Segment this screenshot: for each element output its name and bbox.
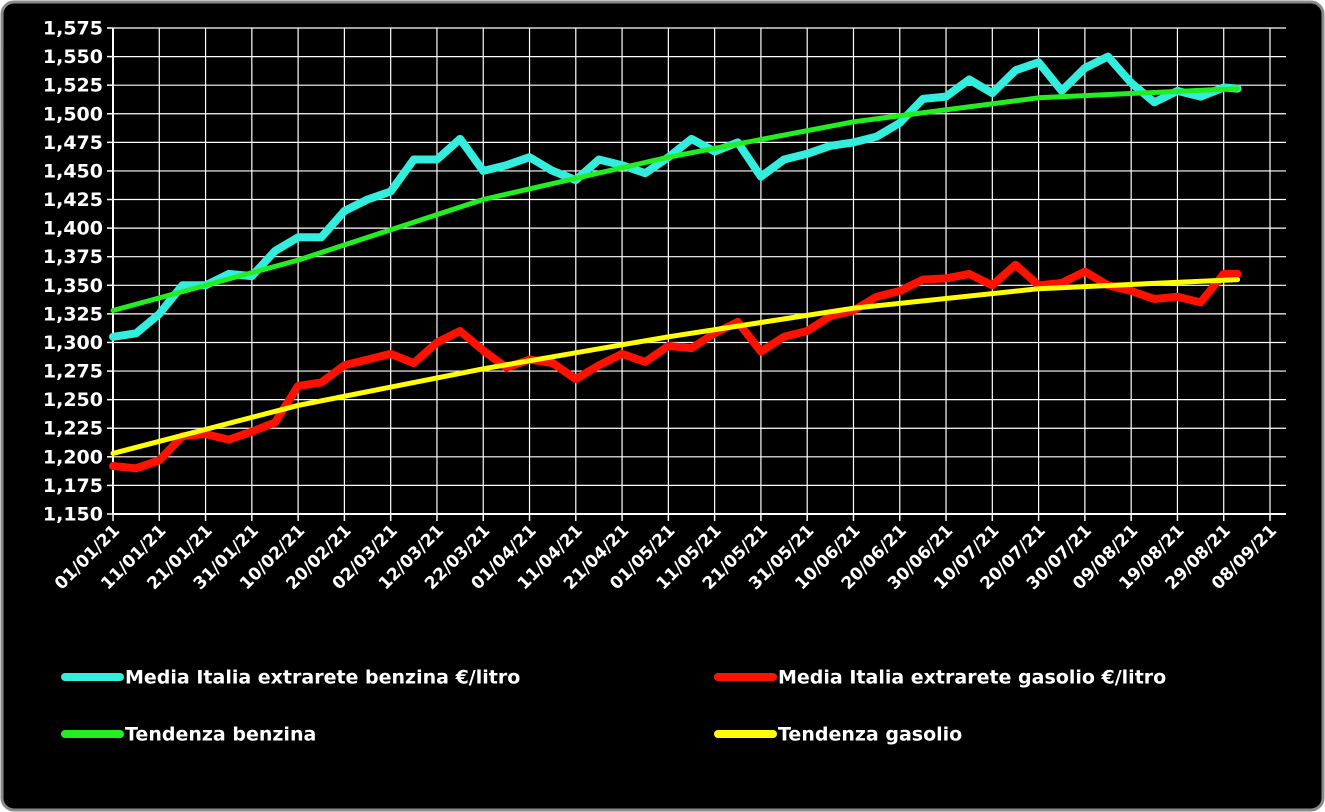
y-tick-label: 1,225 [43, 418, 103, 440]
series-line [110, 277, 1241, 456]
y-tick-label: 1,200 [43, 446, 103, 468]
y-tick-label: 1,525 [43, 75, 103, 97]
y-tick-label: 1,350 [43, 275, 103, 297]
legend: Media Italia extrarete benzina €/litro Me… [61, 667, 1166, 746]
legend-label: Tendenza gasolio [778, 724, 962, 746]
y-tick-label: 1,450 [43, 160, 103, 182]
y-tick-label: 1,425 [43, 189, 103, 211]
legend-label: Media Italia extrarete gasolio €/litro [778, 667, 1166, 689]
plot-lines [109, 52, 1242, 473]
series-line [109, 52, 1242, 341]
y-tick-label: 1,550 [43, 46, 103, 68]
legend-label: Media Italia extrarete benzina €/litro [125, 667, 520, 689]
y-tick-label: 1,275 [43, 361, 103, 383]
y-tick-label: 1,325 [43, 303, 103, 325]
series-line [109, 260, 1242, 473]
y-tick-label: 1,250 [43, 389, 103, 411]
y-tick-label: 1,300 [43, 332, 103, 354]
y-tick-label: 1,400 [43, 218, 103, 240]
y-tick-label: 1,375 [43, 246, 103, 268]
y-tick-label: 1,500 [43, 103, 103, 125]
series-line [110, 86, 1241, 313]
y-tick-label: 1,475 [43, 132, 103, 154]
y-tick-label: 1,575 [43, 18, 103, 40]
y-tick-label: 1,150 [43, 504, 103, 526]
legend-label: Tendenza benzina [125, 724, 316, 746]
y-tick-label: 1,175 [43, 475, 103, 497]
